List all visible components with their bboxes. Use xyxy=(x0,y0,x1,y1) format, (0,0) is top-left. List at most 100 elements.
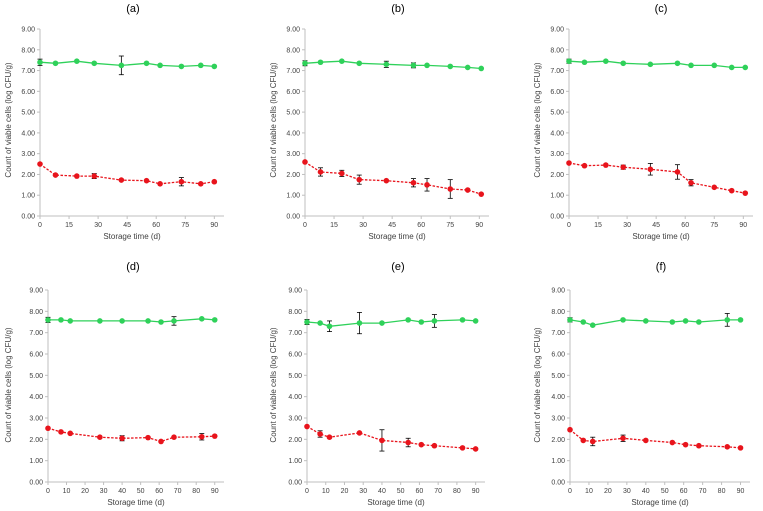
x-axis-title: Storage time (d) xyxy=(631,498,689,507)
data-point-green xyxy=(356,320,363,326)
chart-panel-f: (f) 0.00 1.00 2.00 3.00 4.00 5.00 6.00 7.00 8.00 9… xyxy=(533,261,750,507)
y-tick-label: 5.00 xyxy=(21,110,35,117)
x-tick-label: 40 xyxy=(378,488,386,495)
data-point-red xyxy=(581,162,588,169)
chart-title: (d) xyxy=(126,261,139,273)
y-tick-label: 4.00 xyxy=(21,130,35,137)
data-point-green xyxy=(119,318,125,324)
x-tick-label: 90 xyxy=(737,488,745,495)
y-tick-label: 7.00 xyxy=(550,68,564,75)
y-tick-label: 6.00 xyxy=(550,89,564,96)
y-tick-label: 8.00 xyxy=(550,47,564,54)
series-green xyxy=(302,58,485,72)
data-point-green xyxy=(737,317,744,323)
data-point-green xyxy=(178,63,185,70)
chart-title: (f) xyxy=(656,261,666,273)
x-tick-label: 10 xyxy=(322,488,330,495)
y-tick-label: 2.00 xyxy=(288,437,302,444)
data-point-red xyxy=(118,177,125,183)
data-point-green xyxy=(97,318,103,324)
y-tick-label: 5.00 xyxy=(550,110,564,117)
data-point-green xyxy=(197,62,204,69)
data-point-red xyxy=(211,178,218,185)
data-point-red xyxy=(67,430,74,437)
x-axis-title: Storage time (d) xyxy=(632,232,690,241)
series-red xyxy=(304,423,479,452)
chart-title: (a) xyxy=(126,3,139,15)
y-tick-label: 6.00 xyxy=(286,89,300,96)
series-red xyxy=(567,426,744,451)
data-point-green xyxy=(647,61,654,68)
y-tick-label: 1.00 xyxy=(551,458,565,465)
data-point-red xyxy=(52,172,59,178)
y-tick-label: 0.00 xyxy=(286,214,300,221)
y-tick-label: 9.00 xyxy=(286,27,300,34)
series-red xyxy=(566,160,749,196)
data-point-green xyxy=(211,317,218,323)
data-point-green xyxy=(410,62,417,69)
x-tick-label: 0 xyxy=(303,222,307,229)
y-tick-label: 2.00 xyxy=(551,437,565,444)
y-tick-label: 3.00 xyxy=(286,151,300,158)
y-axis-title: Count of viable cells (log CFU/g) xyxy=(269,62,278,177)
y-tick-label: 0.00 xyxy=(288,480,302,487)
data-point-red xyxy=(326,434,333,441)
x-tick-label: 30 xyxy=(100,488,108,495)
data-point-green xyxy=(317,59,324,66)
x-tick-label: 70 xyxy=(699,488,707,495)
y-tick-label: 1.00 xyxy=(550,193,564,200)
y-tick-label: 2.00 xyxy=(21,172,35,179)
series-line-green xyxy=(39,60,215,68)
x-tick-label: 50 xyxy=(137,488,145,495)
data-point-green xyxy=(157,62,163,69)
data-point-red xyxy=(418,441,425,448)
chart-title: (c) xyxy=(655,3,668,15)
series-red xyxy=(302,159,485,199)
x-tick-label: 0 xyxy=(38,222,42,229)
data-point-green xyxy=(620,60,627,67)
y-tick-label: 6.00 xyxy=(29,352,43,359)
y-tick-label: 2.00 xyxy=(550,172,564,179)
data-point-red xyxy=(379,437,385,444)
y-tick-label: 7.00 xyxy=(286,68,300,75)
x-tick-label: 10 xyxy=(585,488,593,495)
data-point-red xyxy=(669,439,676,446)
data-point-red xyxy=(464,187,471,193)
data-point-green xyxy=(447,63,454,70)
y-tick-label: 7.00 xyxy=(288,330,302,337)
y-axis-title: Count of viable cells (log CFU/g) xyxy=(4,327,13,442)
data-point-red xyxy=(620,435,626,442)
x-tick-label: 90 xyxy=(472,488,480,495)
data-point-red xyxy=(317,169,324,175)
chart-panel-c: (c) 0.00 1.00 2.00 3.00 4.00 5.00 6.00 7.00 8.00 9… xyxy=(533,3,753,241)
y-tick-label: 5.00 xyxy=(551,373,565,380)
y-tick-label: 1.00 xyxy=(29,458,43,465)
data-point-red xyxy=(447,186,454,192)
y-tick-label: 2.00 xyxy=(29,437,43,444)
x-tick-label: 20 xyxy=(81,488,89,495)
series-green xyxy=(45,316,218,326)
x-tick-label: 0 xyxy=(46,488,50,495)
y-tick-label: 4.00 xyxy=(288,394,302,401)
x-tick-label: 75 xyxy=(446,222,454,229)
x-tick-label: 75 xyxy=(710,222,718,229)
data-point-green xyxy=(567,317,573,323)
data-point-green xyxy=(728,64,735,71)
x-tick-label: 80 xyxy=(192,488,200,495)
series-green xyxy=(567,313,744,329)
series-line-red xyxy=(47,427,215,443)
y-tick-label: 5.00 xyxy=(286,110,300,117)
y-tick-label: 3.00 xyxy=(551,416,565,423)
y-tick-label: 3.00 xyxy=(550,151,564,158)
x-tick-label: 60 xyxy=(152,222,160,229)
y-tick-label: 8.00 xyxy=(551,309,565,316)
series-line-red xyxy=(39,163,215,185)
y-tick-label: 4.00 xyxy=(29,394,43,401)
y-tick-label: 9.00 xyxy=(29,288,43,295)
series-red xyxy=(37,161,218,187)
y-tick-label: 6.00 xyxy=(288,352,302,359)
data-point-red xyxy=(742,190,749,196)
chart-panel-b: (b) 0.00 1.00 2.00 3.00 4.00 5.00 6.00 7.00 8.00 9… xyxy=(269,3,489,241)
y-axis-title: Count of viable cells (log CFU/g) xyxy=(533,327,542,442)
data-point-green xyxy=(302,60,308,67)
